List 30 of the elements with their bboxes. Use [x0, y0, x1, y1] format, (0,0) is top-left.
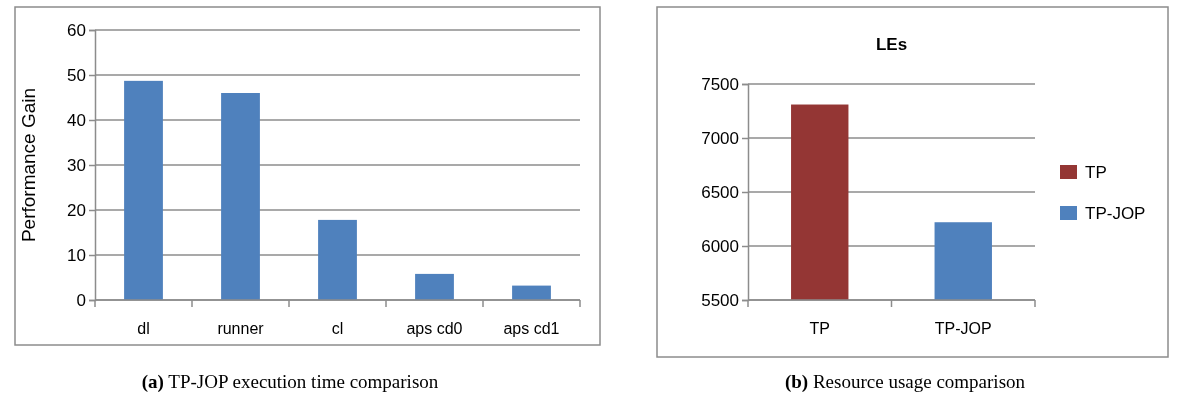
text: (b) Resource usage comparison [784, 371, 1026, 393]
x-tick-label: cl [331, 320, 344, 337]
x-tick-label: TP [809, 320, 830, 337]
y-tick-label: 6500 [701, 182, 739, 202]
chart-title: LEs [875, 35, 908, 54]
text: (a) TP-JOP execution time comparison [141, 371, 439, 393]
y-tick-label: 5500 [701, 290, 739, 310]
x-tick-label: dl [137, 320, 150, 337]
y-tick-label: 30 [67, 155, 86, 175]
x-tick-label: runner [217, 320, 265, 337]
y-tick-label: 6000 [701, 236, 739, 256]
y-tick-label: 40 [67, 110, 86, 130]
y-tick-label: 10 [67, 245, 86, 265]
bar [512, 285, 551, 300]
y-axis-title: Performance Gain [18, 87, 39, 243]
y-tick-label: 60 [67, 20, 86, 40]
x-tick-label: TP-JOP [934, 320, 992, 337]
y-tick-label: 20 [67, 200, 86, 220]
x-tick-label: aps cd0 [406, 320, 463, 337]
bar [124, 80, 163, 300]
legend-label: TP [1085, 163, 1107, 182]
y-tick-label: 7500 [701, 74, 739, 94]
y-tick-label: 7000 [701, 128, 739, 148]
bar [221, 93, 260, 300]
x-tick-label: aps cd1 [503, 320, 560, 337]
bar [415, 273, 454, 300]
bar [318, 219, 357, 300]
y-tick-label: 0 [76, 290, 86, 310]
legend-label: TP-JOP [1085, 204, 1146, 223]
y-tick-label: 50 [67, 65, 86, 85]
